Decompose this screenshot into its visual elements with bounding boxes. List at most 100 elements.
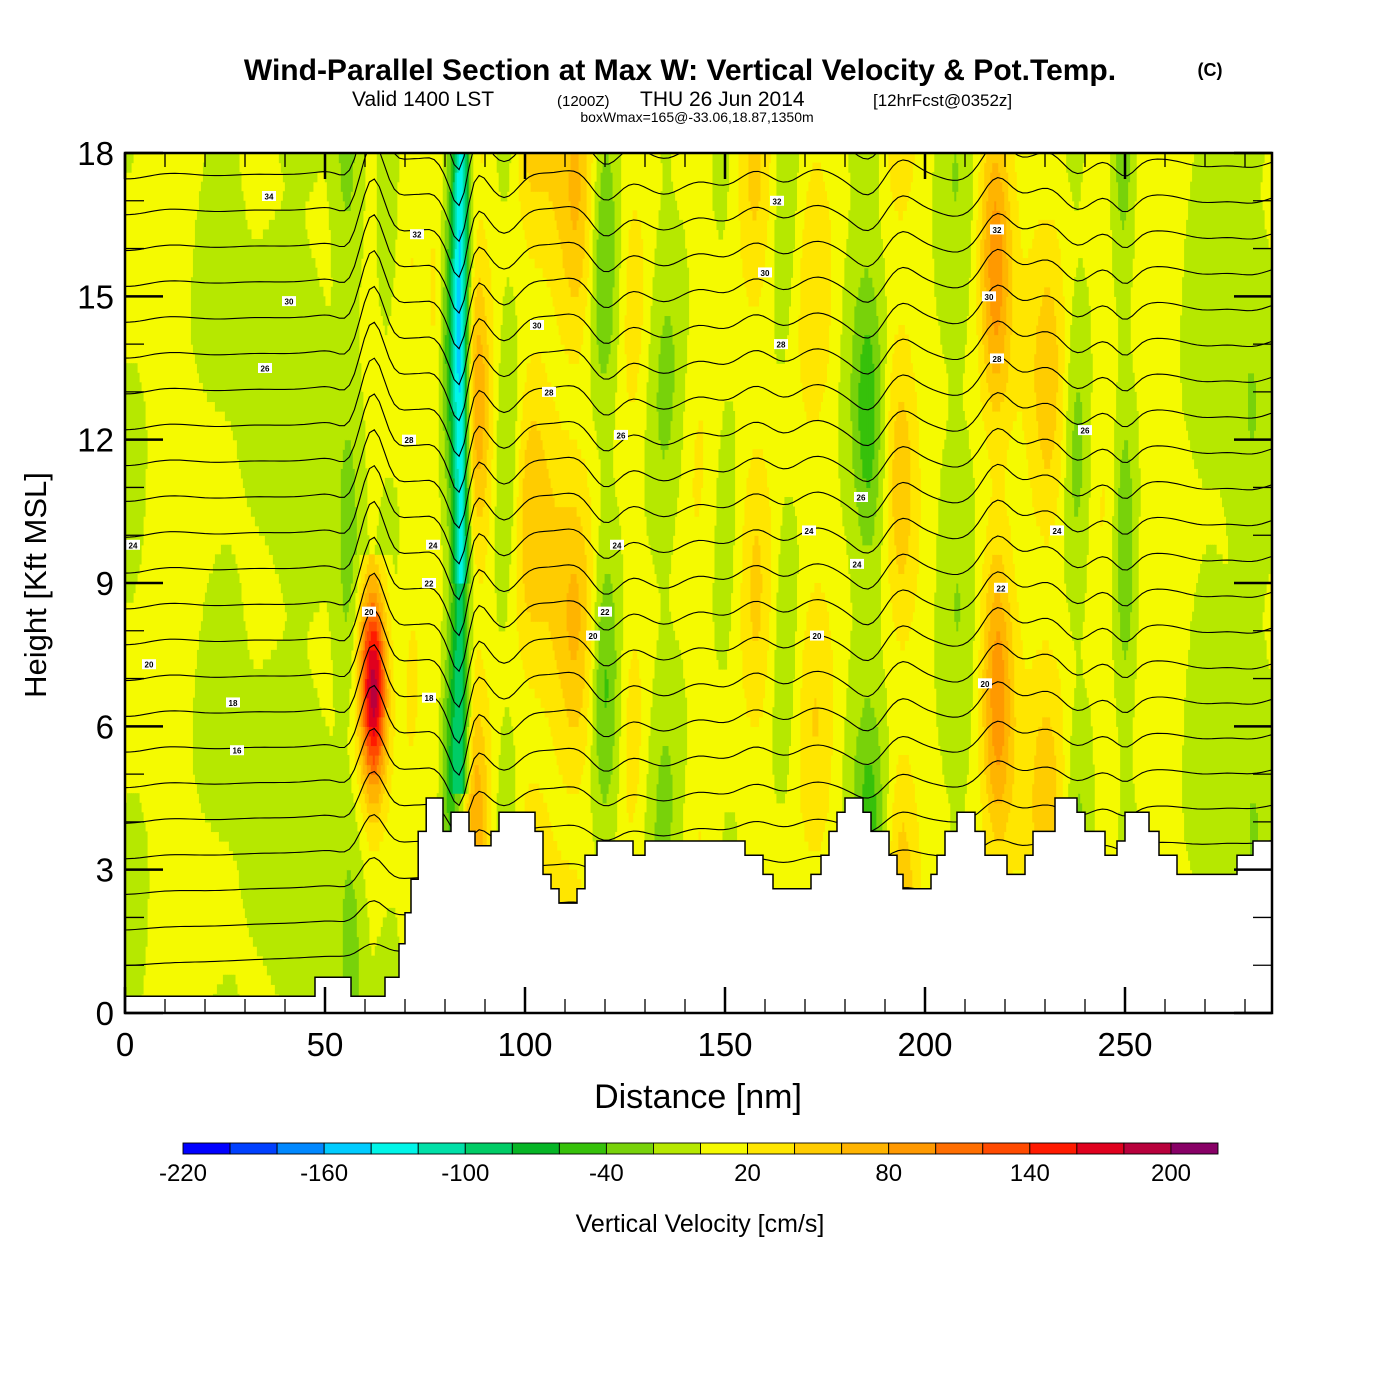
field-cell [394,487,398,575]
field-cell [410,258,414,269]
field-cell [538,621,542,699]
svg-text:28: 28 [405,436,414,445]
field-cell [592,229,596,422]
field-cell [368,821,372,852]
y-tick-label: 3 [96,852,114,889]
field-cell [378,936,382,1013]
field-cell [1200,563,1203,909]
field-cell [1218,554,1221,919]
field-cell [468,153,472,288]
field-cell [528,363,532,431]
field-cell [376,821,380,852]
field-cell [1184,239,1187,422]
field-cell [558,153,562,240]
field-cell [996,554,999,594]
svg-text:24: 24 [853,560,862,569]
field-cell [318,286,322,603]
field-cell [1000,363,1003,403]
field-cell [534,191,538,269]
field-cell [386,630,390,689]
field-cell [538,430,542,622]
field-cell [458,793,462,804]
field-cell [756,535,760,641]
field-cell [388,669,392,727]
field-cell [1222,563,1225,928]
field-cell [1054,659,1057,756]
field-cell [452,411,456,479]
field-cell [1042,716,1045,899]
field-cell [374,745,378,756]
field-cell [762,153,766,278]
field-cell [1002,353,1005,403]
field-cell [384,917,388,1013]
field-cell [472,325,476,479]
field-cell [386,707,390,766]
field-cell [666,449,670,747]
field-cell [848,153,851,173]
isentrope-label: 30 [282,296,296,307]
field-cell [984,774,987,852]
field-cell [966,153,969,317]
field-cell [880,239,883,546]
field-cell [264,229,268,546]
field-cell [990,678,993,708]
field-cell [806,191,810,422]
y-tick-label: 18 [77,135,114,172]
field-cell [872,707,875,775]
field-cell [366,630,370,651]
field-cell [220,544,224,842]
field-cell [320,716,324,1013]
field-cell [1192,162,1195,460]
field-cell [262,229,266,536]
field-cell [1012,649,1015,785]
field-cell [366,764,370,775]
field-cell [896,153,899,211]
field-cell [470,774,474,794]
field-cell [656,783,660,871]
field-cell [994,372,997,412]
field-cell [1020,248,1023,412]
field-cell [384,783,388,823]
field-cell [460,153,464,584]
field-cell [382,640,386,670]
field-cell [1212,544,1215,919]
field-cell [372,649,376,670]
field-cell [528,181,532,259]
field-cell [740,583,744,651]
field-cell [1082,267,1085,622]
field-cell [726,153,730,192]
field-cell [790,153,794,278]
field-cell [596,153,600,240]
colorbar-swatch [605,1142,654,1155]
field-cell [584,649,588,747]
field-cell [562,506,566,699]
isentrope-label: 20 [586,630,600,641]
field-cell [994,554,997,594]
field-cell [894,334,897,422]
field-cell [792,153,796,250]
field-cell [748,153,752,202]
field-cell [494,506,498,594]
isentrope-line [125,463,1272,565]
field-cell [1050,726,1053,890]
field-cell [370,821,374,852]
field-cell [362,153,366,211]
field-cell [714,153,718,221]
field-cell [364,640,368,680]
field-cell [986,334,989,383]
field-cell [1040,649,1043,727]
field-cell [766,153,770,221]
field-cell [856,296,859,508]
field-cell [672,630,676,947]
field-cell [1112,516,1115,661]
field-cell [508,153,512,164]
field-cell [528,153,532,183]
field-cell [1228,153,1231,966]
field-cell [318,153,322,173]
field-cell [350,583,354,651]
field-cell [550,831,554,928]
field-cell [464,535,468,584]
field-cell [1072,153,1075,202]
field-cell [386,907,390,1013]
field-cell [546,812,550,909]
